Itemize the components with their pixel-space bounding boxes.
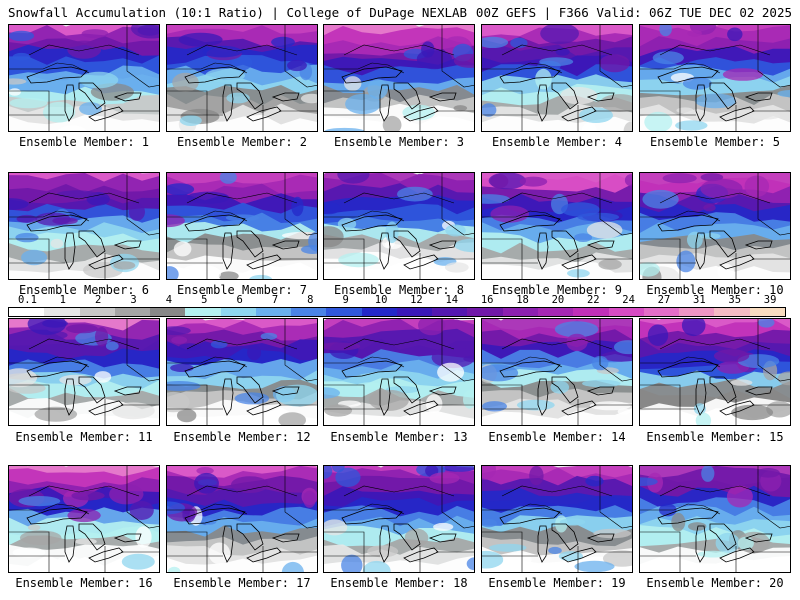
ensemble-member-label: Ensemble Member: 9 bbox=[491, 283, 623, 297]
colorbar-swatch bbox=[220, 308, 256, 316]
ensemble-member-label: Ensemble Member: 17 bbox=[173, 576, 311, 590]
ensemble-member-map bbox=[323, 172, 475, 280]
colorbar-tick-label: 12 bbox=[410, 294, 423, 306]
colorbar-swatch bbox=[467, 308, 503, 316]
colorbar-swatch bbox=[502, 308, 538, 316]
colorbar-swatch bbox=[608, 308, 644, 316]
ensemble-member-map bbox=[8, 24, 160, 132]
ensemble-member-map bbox=[8, 172, 160, 280]
chart-title: Snowfall Accumulation (10:1 Ratio) | Col… bbox=[8, 5, 468, 20]
ensemble-member-map bbox=[323, 24, 475, 132]
ensemble-member-label: Ensemble Member: 16 bbox=[15, 576, 153, 590]
colorbar-tick-label: 7 bbox=[271, 294, 279, 306]
ensemble-member-map bbox=[481, 318, 633, 426]
ensemble-member-map bbox=[481, 465, 633, 573]
ensemble-member-map bbox=[166, 318, 318, 426]
ensemble-member-map bbox=[639, 318, 791, 426]
colorbar-tick-label: 14 bbox=[445, 294, 459, 306]
colorbar-swatch bbox=[44, 308, 80, 316]
colorbar-swatch bbox=[150, 308, 186, 316]
ensemble-member-label: Ensemble Member: 1 bbox=[18, 135, 150, 149]
colorbar-swatch bbox=[361, 308, 397, 316]
colorbar-swatch bbox=[679, 308, 715, 316]
colorbar-tick-label: 0.1 bbox=[17, 294, 37, 306]
ensemble-member-label: Ensemble Member: 3 bbox=[333, 135, 465, 149]
colorbar-tick-label: 24 bbox=[622, 294, 635, 306]
ensemble-member-label: Ensemble Member: 5 bbox=[649, 135, 781, 149]
ensemble-member-label: Ensemble Member: 8 bbox=[333, 283, 465, 297]
colorbar-swatch bbox=[114, 308, 151, 316]
ensemble-member-label: Ensemble Member: 20 bbox=[646, 576, 784, 590]
colorbar-tick-label: 5 bbox=[201, 294, 208, 306]
ensemble-member-map bbox=[8, 465, 160, 573]
ensemble-member-map bbox=[639, 172, 791, 280]
colorbar-tick-label: 10 bbox=[374, 294, 388, 306]
colorbar-tick-label: 2 bbox=[95, 294, 102, 306]
ensemble-member-map bbox=[481, 24, 633, 132]
ensemble-member-label: Ensemble Member: 13 bbox=[330, 430, 468, 444]
ensemble-member-map bbox=[166, 24, 318, 132]
colorbar-tick-label: 9 bbox=[342, 294, 349, 306]
ensemble-member-label: Ensemble Member: 11 bbox=[15, 430, 153, 444]
colorbar-swatch bbox=[432, 308, 468, 316]
ensemble-member-label: Ensemble Member: 7 bbox=[176, 283, 308, 297]
colorbar-tick-label: 27 bbox=[657, 294, 671, 306]
colorbar-tick-label: 18 bbox=[516, 294, 529, 306]
ensemble-member-label: Ensemble Member: 19 bbox=[488, 576, 626, 590]
colorbar-swatch bbox=[643, 308, 680, 316]
colorbar-tick-label: 31 bbox=[693, 294, 706, 306]
ensemble-member-map bbox=[323, 318, 475, 426]
ensemble-member-map bbox=[8, 318, 160, 426]
model-run-info: 00Z GEFS | F366 Valid: 06Z TUE DEC 02 20… bbox=[475, 5, 792, 20]
colorbar-swatch bbox=[396, 308, 433, 316]
colorbar-tick-label: 6 bbox=[236, 294, 243, 306]
colorbar-tick-label: 16 bbox=[480, 294, 494, 306]
colorbar-swatch bbox=[326, 308, 362, 316]
colorbar-tick-label: 20 bbox=[551, 294, 565, 306]
colorbar-strip bbox=[8, 307, 786, 317]
colorbar-swatch bbox=[185, 308, 221, 316]
colorbar-swatch bbox=[573, 308, 609, 316]
colorbar-legend: 0.1 1 2 3 4 5 6 7 8 9 10 12 14 16 18 20 22 24 27 31 35 39 bbox=[8, 294, 786, 317]
ensemble-member-map bbox=[481, 172, 633, 280]
colorbar-tick-label: 1 bbox=[59, 294, 66, 306]
colorbar-tick-label: 35 bbox=[728, 294, 742, 306]
colorbar-tick-label: 3 bbox=[130, 294, 137, 306]
ensemble-member-label: Ensemble Member: 10 bbox=[646, 283, 784, 297]
colorbar-tick-label: 39 bbox=[763, 294, 777, 306]
ensemble-member-label: Ensemble Member: 2 bbox=[176, 135, 308, 149]
ensemble-member-label: Ensemble Member: 4 bbox=[491, 135, 623, 149]
ensemble-member-map bbox=[166, 465, 318, 573]
ensemble-member-map bbox=[639, 465, 791, 573]
colorbar-swatch bbox=[9, 308, 45, 316]
colorbar-tick-label: 22 bbox=[586, 294, 600, 306]
ensemble-member-label: Ensemble Member: 14 bbox=[488, 430, 626, 444]
ensemble-member-label: Ensemble Member: 12 bbox=[173, 430, 311, 444]
ensemble-member-map bbox=[639, 24, 791, 132]
colorbar-swatch bbox=[255, 308, 292, 316]
colorbar-tick-label: 8 bbox=[307, 294, 314, 306]
colorbar-tick-label: 4 bbox=[165, 294, 173, 306]
colorbar-swatch bbox=[79, 308, 115, 316]
colorbar-swatch bbox=[749, 308, 785, 316]
ensemble-member-label: Ensemble Member: 6 bbox=[18, 283, 150, 297]
colorbar-swatch bbox=[291, 308, 327, 316]
colorbar-swatch bbox=[537, 308, 574, 316]
ensemble-member-map bbox=[166, 172, 318, 280]
colorbar-swatch bbox=[714, 308, 750, 316]
ensemble-member-map bbox=[323, 465, 475, 573]
ensemble-member-label: Ensemble Member: 18 bbox=[330, 576, 468, 590]
ensemble-member-label: Ensemble Member: 15 bbox=[646, 430, 784, 444]
